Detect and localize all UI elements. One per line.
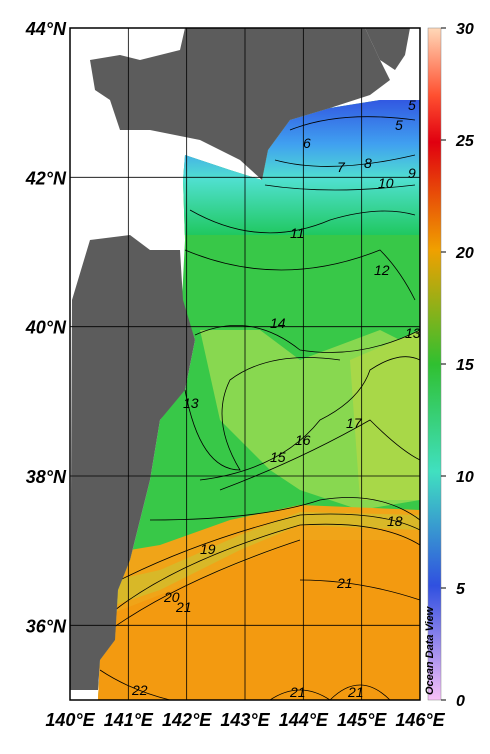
contour-label: 5	[395, 117, 403, 133]
lat-tick-label: 44°N	[25, 19, 67, 39]
lon-tick-label: 144°E	[279, 710, 329, 730]
contour-label: 5	[408, 97, 416, 113]
contour-label: 16	[295, 432, 311, 448]
lon-tick-label: 145°E	[337, 710, 387, 730]
colorbar-tick-label: 0	[456, 693, 465, 710]
colorbar-tick-label: 5	[456, 581, 466, 598]
contour-label: 20	[163, 589, 180, 605]
colorbar-tick-label: 20	[455, 245, 474, 262]
contour-lines	[99, 116, 421, 701]
land-honshu	[70, 235, 195, 690]
contour-label: 13	[405, 325, 421, 341]
lon-tick-label: 141°E	[104, 710, 154, 730]
lat-tick-label: 38°N	[26, 467, 67, 487]
lon-tick-label: 142°E	[162, 710, 212, 730]
map-frame	[69, 27, 421, 701]
contour-label: 17	[346, 415, 363, 431]
contour-label: 9	[408, 165, 416, 181]
contour-label: 15	[270, 449, 286, 465]
contour-label: 14	[270, 315, 286, 331]
lon-tick-label: 146°E	[395, 710, 445, 730]
lat-tick-label: 36°N	[26, 616, 67, 636]
land-hokkaido	[90, 28, 390, 180]
contour-label: 11	[290, 225, 305, 241]
land-kuril	[365, 28, 410, 70]
contour-label: 12	[374, 262, 390, 278]
colorbar-tick-label: 15	[456, 357, 475, 374]
lon-tick-label: 143°E	[220, 710, 270, 730]
contour-label: 10	[378, 175, 394, 191]
contour-label: 21	[336, 575, 353, 591]
contour-label: 21	[347, 684, 364, 700]
contour-label: 13	[183, 395, 199, 411]
lat-tick-label: 40°N	[25, 318, 67, 338]
colorbar-tick-label: 30	[456, 21, 474, 38]
contour-label: 19	[200, 541, 216, 557]
contour-labels: 5 5 6 7 8 9 10 11 12 13 14 13 15 16 17 1…	[131, 97, 421, 700]
lat-tick-label: 42°N	[25, 168, 67, 188]
contour-label: 6	[303, 135, 311, 151]
contour-label: 8	[364, 155, 372, 171]
contour-label: 21	[289, 684, 306, 700]
colorbar-tick-label: 10	[456, 469, 474, 486]
watermark: Ocean Data View	[424, 605, 436, 695]
colorbar	[427, 27, 442, 701]
contour-label: 22	[131, 682, 148, 698]
lon-tick-label: 140°E	[45, 710, 95, 730]
contour-label: 7	[337, 159, 346, 175]
contour-label: 18	[387, 513, 403, 529]
colorbar-tick-label: 25	[455, 133, 475, 150]
contour-label: 21	[175, 599, 192, 615]
